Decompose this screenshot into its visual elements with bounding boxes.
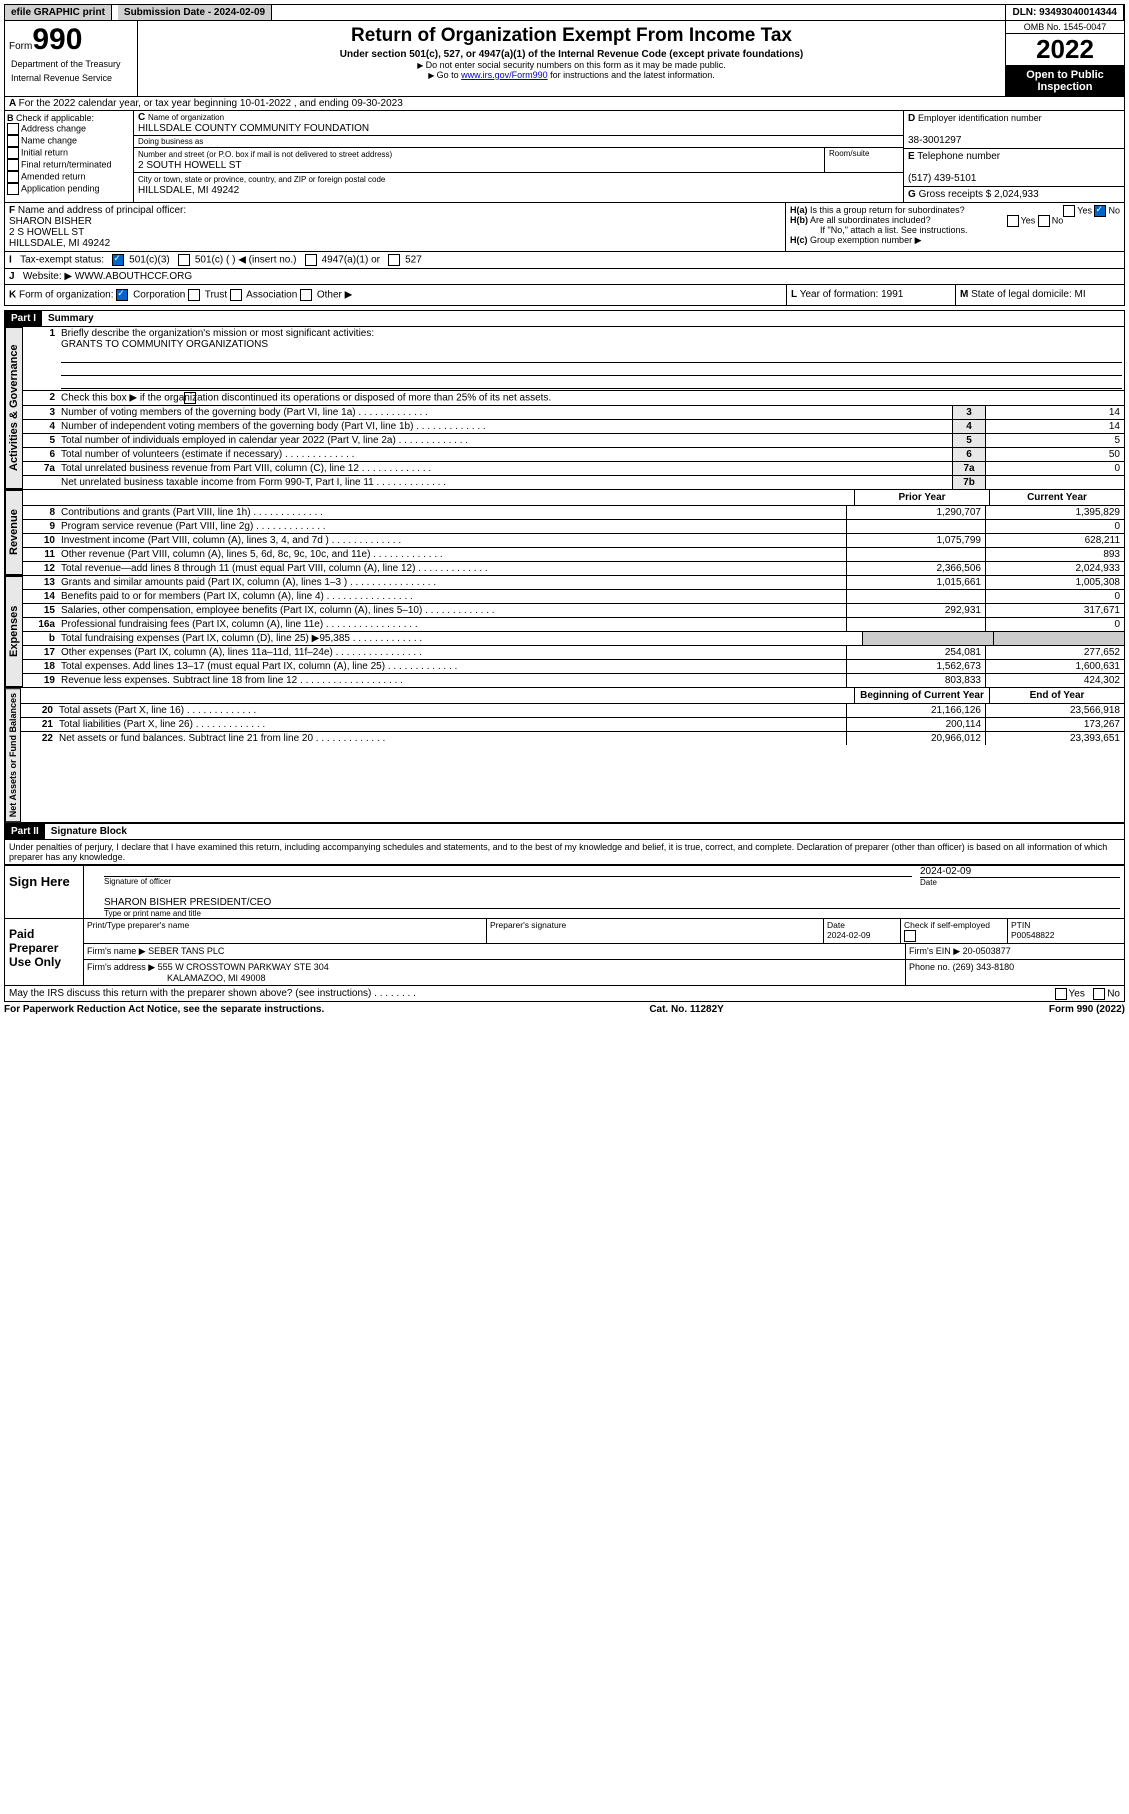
firm-ein: 20-0503877 [963, 946, 1011, 956]
open-public: Open to Public Inspection [1006, 66, 1124, 96]
501c-checkbox[interactable] [178, 254, 190, 266]
ssn-warning: Do not enter social security numbers on … [142, 60, 1001, 70]
col-begin: Beginning of Current Year [854, 688, 989, 703]
col-current: Current Year [989, 490, 1124, 505]
city-state: HILLSDALE, MI 49242 [138, 185, 239, 196]
name-change-checkbox[interactable] [7, 135, 19, 147]
gross-receipts: 2,024,933 [994, 189, 1039, 200]
discuss-question: May the IRS discuss this return with the… [9, 988, 371, 999]
street: 2 SOUTH HOWELL ST [138, 160, 242, 171]
line-i: I Tax-exempt status: 501(c)(3) 501(c) ( … [4, 252, 1125, 269]
officer-name: SHARON BISHER [9, 216, 92, 227]
form-header: Form990 Department of the Treasury Inter… [4, 21, 1125, 97]
form-footer: Form 990 (2022) [1049, 1004, 1125, 1015]
dba: Doing business as [134, 136, 903, 148]
form-number: 990 [32, 23, 82, 56]
initial-return-checkbox[interactable] [7, 147, 19, 159]
final-return-checkbox[interactable] [7, 159, 19, 171]
col-prior: Prior Year [854, 490, 989, 505]
ha-no-checkbox[interactable] [1094, 205, 1106, 217]
527-checkbox[interactable] [388, 254, 400, 266]
paperwork-notice: For Paperwork Reduction Act Notice, see … [4, 1004, 324, 1015]
firm-phone: (269) 343-8180 [953, 962, 1015, 972]
goto-line: Go to www.irs.gov/Form990 for instructio… [142, 70, 1001, 80]
discuss-yes-checkbox[interactable] [1055, 988, 1067, 1000]
side-revenue: Revenue [5, 490, 23, 575]
sign-date: 2024-02-09 [920, 866, 971, 877]
form-title: Return of Organization Exempt From Incom… [142, 25, 1001, 47]
firm-addr2: KALAMAZOO, MI 49008 [87, 973, 266, 983]
mission: GRANTS TO COMMUNITY ORGANIZATIONS [61, 339, 268, 350]
discontinued-checkbox[interactable] [184, 392, 196, 404]
col-end: End of Year [989, 688, 1124, 703]
hb-yes-checkbox[interactable] [1007, 215, 1019, 227]
tax-year: 2022 [1006, 34, 1124, 66]
side-net-assets: Net Assets or Fund Balances [5, 688, 21, 822]
side-expenses: Expenses [5, 576, 23, 687]
cat-no: Cat. No. 11282Y [649, 1004, 723, 1015]
part-ii-header: Part II [5, 824, 45, 839]
part-i-title: Summary [42, 311, 100, 326]
state-domicile: MI [1075, 289, 1086, 300]
part-i-header: Part I [5, 311, 42, 326]
firm-addr: 555 W CROSSTOWN PARKWAY STE 304 [158, 962, 329, 972]
form-label: Form [9, 41, 32, 52]
officer-addr1: 2 S HOWELL ST [9, 227, 84, 238]
side-governance: Activities & Governance [5, 327, 23, 489]
paid-preparer-label: Paid Preparer Use Only [5, 919, 83, 985]
firm-name: SEBER TANS PLC [148, 946, 224, 956]
prep-date: 2024-02-09 [827, 930, 870, 940]
assoc-checkbox[interactable] [230, 289, 242, 301]
irs-label: Internal Revenue Service [9, 71, 133, 85]
top-bar: efile GRAPHIC print Submission Date - 20… [4, 4, 1125, 21]
section-b: B Check if applicable: Address change Na… [5, 111, 134, 202]
dln: DLN: 93493040014344 [1005, 5, 1124, 20]
501c3-checkbox[interactable] [112, 254, 124, 266]
org-name: HILLSDALE COUNTY COMMUNITY FOUNDATION [138, 123, 369, 134]
declaration: Under penalties of perjury, I declare th… [4, 840, 1125, 865]
hb-no-checkbox[interactable] [1038, 215, 1050, 227]
ptin: P00548822 [1011, 930, 1055, 940]
officer-addr2: HILLSDALE, MI 49242 [9, 238, 110, 249]
officer-name-title: SHARON BISHER PRESIDENT/CEO [104, 897, 271, 908]
year-formation: 1991 [881, 289, 903, 300]
ein: 38-3001297 [908, 135, 961, 146]
form-subtitle: Under section 501(c), 527, or 4947(a)(1)… [142, 49, 1001, 60]
sign-here-label: Sign Here [5, 866, 83, 918]
trust-checkbox[interactable] [188, 289, 200, 301]
part-ii-title: Signature Block [45, 824, 133, 839]
group-exemption: Group exemption number ▶ [810, 235, 921, 245]
dept-treasury: Department of the Treasury [9, 57, 133, 71]
4947-checkbox[interactable] [305, 254, 317, 266]
addr-change-checkbox[interactable] [7, 123, 19, 135]
submission-date: Submission Date - 2024-02-09 [118, 5, 272, 20]
phone: (517) 439-5101 [908, 173, 976, 184]
other-checkbox[interactable] [300, 289, 312, 301]
amended-checkbox[interactable] [7, 171, 19, 183]
discuss-no-checkbox[interactable] [1093, 988, 1105, 1000]
omb-number: OMB No. 1545-0047 [1006, 21, 1124, 34]
app-pending-checkbox[interactable] [7, 183, 19, 195]
corp-checkbox[interactable] [116, 289, 128, 301]
self-employed-checkbox[interactable] [904, 930, 916, 942]
efile-print-button[interactable]: efile GRAPHIC print [5, 5, 112, 20]
line-a: A For the 2022 calendar year, or tax yea… [4, 97, 1125, 111]
room-suite: Room/suite [824, 148, 903, 172]
irs-link[interactable]: www.irs.gov/Form990 [461, 70, 548, 80]
ha-yes-checkbox[interactable] [1063, 205, 1075, 217]
website: WWW.ABOUTHCCF.ORG [75, 271, 192, 282]
